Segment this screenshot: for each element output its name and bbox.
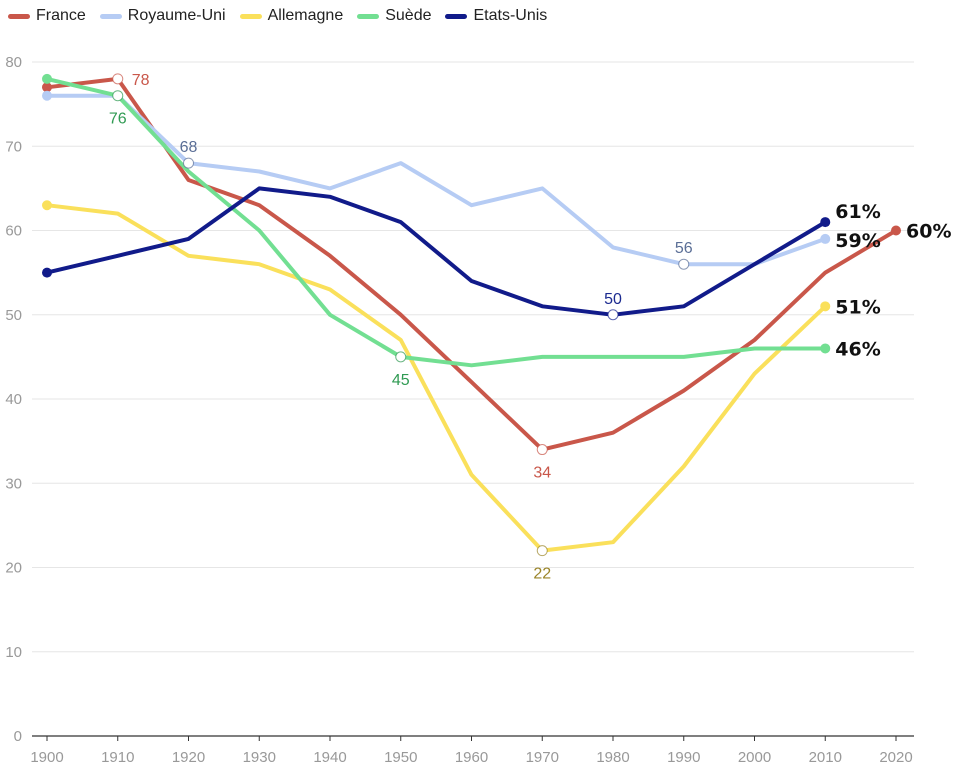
series-point (820, 217, 831, 228)
x-tick-label: 1980 (596, 749, 629, 766)
data-label: 78 (132, 72, 150, 89)
annotated-point (536, 545, 548, 557)
x-tick-label: 1950 (384, 749, 417, 766)
x-tick-label: 1990 (667, 749, 700, 766)
data-label: 56 (675, 240, 693, 257)
x-tick-label: 2000 (738, 749, 771, 766)
series-point (820, 343, 831, 354)
series-point (42, 82, 52, 93)
end-value-label: 51% (835, 296, 880, 318)
legend-item-1: Royaume-Uni (99, 7, 226, 25)
end-value-label: 59% (835, 230, 880, 252)
y-tick-label: 30 (5, 475, 22, 492)
legend-label: Royaume-Uni (127, 7, 226, 24)
annotated-point (112, 73, 124, 85)
legend-label: France (36, 7, 86, 24)
series-markers (42, 73, 901, 557)
gridlines (32, 61, 914, 737)
end-value-label: 46% (835, 338, 880, 360)
legend: France Royaume-Uni Allemagne Suède Etats-Uni… (8, 7, 561, 25)
series-point (820, 301, 831, 312)
x-tick-label: 1940 (313, 749, 346, 766)
x-tick-label: 1900 (30, 749, 63, 766)
x-axis-ticks: 1900 1910 1920 1930 1940 1950 1960 1970 1980 1990… (30, 736, 913, 766)
series-line-3 (45, 76, 828, 368)
x-tick-label: 1960 (455, 749, 488, 766)
series-point (42, 200, 52, 211)
series-line-0 (45, 76, 898, 452)
x-tick-label: 2010 (809, 749, 842, 766)
series-point (820, 233, 831, 244)
end-value-label: 60% (906, 221, 951, 243)
annotated-point (112, 90, 124, 102)
legend-item-0: France (8, 7, 86, 25)
annotated-point (536, 444, 548, 456)
y-tick-label: 0 (14, 728, 22, 745)
series-line-2 (45, 203, 828, 553)
end-value-label: 61% (835, 201, 880, 223)
x-tick-label: 1970 (526, 749, 559, 766)
data-label: 45 (392, 372, 410, 389)
x-tick-label: 1920 (172, 749, 205, 766)
x-tick-label: 1910 (101, 749, 134, 766)
data-label: 22 (533, 566, 551, 583)
series-line-4 (45, 186, 828, 317)
data-label: 34 (533, 465, 551, 482)
annotated-point (678, 258, 690, 270)
series-point (891, 225, 901, 236)
legend-swatch (99, 13, 122, 19)
y-tick-label: 70 (5, 138, 22, 155)
y-tick-label: 10 (5, 644, 22, 661)
y-tick-label: 20 (5, 560, 22, 577)
data-labels: 78 34 60% 68 56 59% 22 51% 76 45 46% 50 61% (109, 72, 952, 583)
legend-swatch (445, 13, 468, 19)
data-label: 76 (109, 111, 127, 128)
y-tick-label: 80 (5, 54, 22, 71)
legend-item-2: Allemagne (239, 7, 344, 25)
data-label: 50 (604, 291, 622, 308)
series-point (42, 90, 52, 101)
annotated-point (607, 309, 619, 321)
series-point (42, 73, 52, 84)
y-tick-label: 60 (5, 223, 22, 240)
annotated-point (183, 157, 194, 169)
data-label: 68 (180, 139, 198, 156)
legend-label: Allemagne (267, 7, 344, 24)
legend-swatch (239, 13, 262, 19)
series-point (42, 267, 52, 278)
legend-swatch (8, 13, 30, 19)
legend-label: Etats-Unis (473, 7, 548, 24)
legend-item-4: Etats-Unis (445, 7, 547, 25)
y-tick-label: 50 (5, 307, 22, 324)
x-tick-label: 1930 (243, 749, 276, 766)
x-tick-label: 2020 (879, 749, 912, 766)
legend-swatch (357, 13, 380, 19)
legend-label: Suède (385, 7, 432, 24)
y-axis-ticks: 0 10 20 30 40 50 60 70 80 (5, 54, 22, 745)
y-tick-label: 40 (5, 391, 22, 408)
series-lines (45, 76, 898, 553)
series-line-1 (45, 93, 828, 267)
legend-item-3: Suède (357, 7, 431, 25)
annotated-point (395, 351, 407, 363)
